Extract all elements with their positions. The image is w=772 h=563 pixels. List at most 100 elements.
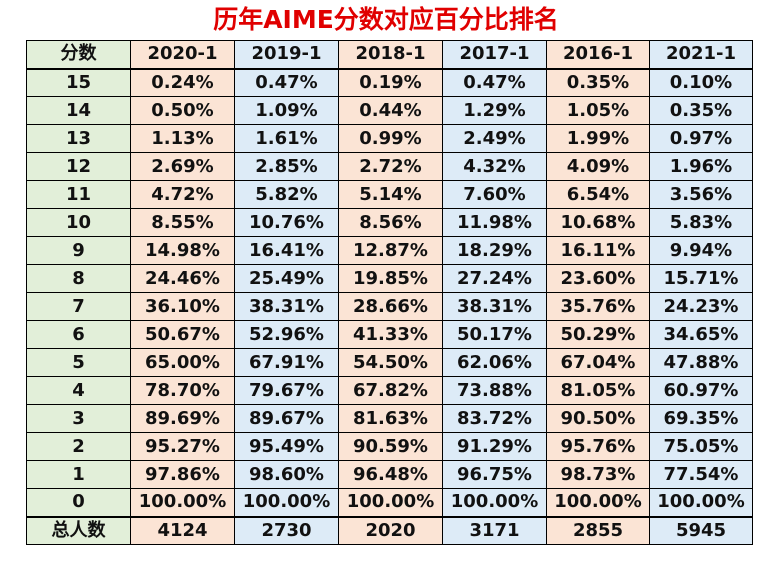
- percentile-cell: 2.49%: [442, 124, 547, 153]
- score-cell: 0: [26, 488, 131, 517]
- percentile-cell: 41.33%: [338, 320, 443, 349]
- percentile-cell: 24.23%: [649, 292, 753, 321]
- percentile-cell: 16.41%: [234, 236, 339, 265]
- score-cell: 8: [26, 264, 131, 293]
- percentile-cell: 0.50%: [130, 96, 235, 125]
- total-count-cell: 3171: [442, 515, 547, 545]
- percentile-cell: 0.47%: [442, 68, 547, 97]
- percentile-cell: 50.17%: [442, 320, 547, 349]
- percentile-cell: 15.71%: [649, 264, 753, 293]
- table-row: 6 50.67% 52.96% 41.33% 50.17% 50.29% 34.65%: [26, 320, 753, 349]
- percentile-cell: 67.04%: [546, 348, 650, 377]
- percentile-cell: 1.05%: [546, 96, 650, 125]
- table-row: 0 100.00% 100.00% 100.00% 100.00% 100.00% 100.…: [26, 488, 753, 517]
- percentile-cell: 36.10%: [130, 292, 235, 321]
- total-label: 总人数: [26, 515, 131, 545]
- year-column-header: 2016-1: [546, 40, 650, 70]
- percentile-cell: 1.29%: [442, 96, 547, 125]
- header-row: 分数 2020-1 2019-1 2018-1 2017-1 2016-1 2021-1: [26, 40, 753, 70]
- percentile-cell: 2.72%: [338, 152, 443, 181]
- percentile-cell: 18.29%: [442, 236, 547, 265]
- percentile-cell: 4.32%: [442, 152, 547, 181]
- total-count-cell: 2855: [546, 515, 650, 545]
- percentile-cell: 100.00%: [546, 488, 650, 517]
- percentile-cell: 52.96%: [234, 320, 339, 349]
- percentile-cell: 0.19%: [338, 68, 443, 97]
- percentile-cell: 1.13%: [130, 124, 235, 153]
- table-row: 9 14.98% 16.41% 12.87% 18.29% 16.11% 9.94%: [26, 236, 753, 265]
- percentile-cell: 7.60%: [442, 180, 547, 209]
- table-row: 3 89.69% 89.67% 81.63% 83.72% 90.50% 69.35%: [26, 404, 753, 433]
- percentile-cell: 73.88%: [442, 376, 547, 405]
- percentile-cell: 14.98%: [130, 236, 235, 265]
- percentile-cell: 100.00%: [649, 488, 753, 517]
- percentile-cell: 16.11%: [546, 236, 650, 265]
- percentile-table: 分数 2020-1 2019-1 2018-1 2017-1 2016-1 2021-1 15…: [26, 40, 753, 545]
- percentile-cell: 98.60%: [234, 460, 339, 489]
- percentile-cell: 0.35%: [649, 96, 753, 125]
- table-row: 10 8.55% 10.76% 8.56% 11.98% 10.68% 5.83%: [26, 208, 753, 237]
- percentile-cell: 27.24%: [442, 264, 547, 293]
- percentile-cell: 47.88%: [649, 348, 753, 377]
- percentile-cell: 19.85%: [338, 264, 443, 293]
- percentile-cell: 90.59%: [338, 432, 443, 461]
- score-cell: 5: [26, 348, 131, 377]
- percentile-cell: 8.55%: [130, 208, 235, 237]
- percentile-cell: 28.66%: [338, 292, 443, 321]
- score-cell: 4: [26, 376, 131, 405]
- score-cell: 15: [26, 68, 131, 97]
- percentile-cell: 62.06%: [442, 348, 547, 377]
- percentile-cell: 81.05%: [546, 376, 650, 405]
- percentile-cell: 98.73%: [546, 460, 650, 489]
- table-row: 5 65.00% 67.91% 54.50% 62.06% 67.04% 47.88%: [26, 348, 753, 377]
- percentile-cell: 78.70%: [130, 376, 235, 405]
- percentile-cell: 54.50%: [338, 348, 443, 377]
- total-count-cell: 2730: [234, 515, 339, 545]
- percentile-cell: 0.44%: [338, 96, 443, 125]
- percentile-cell: 81.63%: [338, 404, 443, 433]
- score-cell: 2: [26, 432, 131, 461]
- percentile-cell: 0.24%: [130, 68, 235, 97]
- percentile-cell: 1.99%: [546, 124, 650, 153]
- percentile-cell: 95.49%: [234, 432, 339, 461]
- table-row: 4 78.70% 79.67% 67.82% 73.88% 81.05% 60.97%: [26, 376, 753, 405]
- percentile-cell: 1.61%: [234, 124, 339, 153]
- score-column-header: 分数: [26, 40, 131, 70]
- percentile-cell: 35.76%: [546, 292, 650, 321]
- table-row: 11 4.72% 5.82% 5.14% 7.60% 6.54% 3.56%: [26, 180, 753, 209]
- score-cell: 14: [26, 96, 131, 125]
- score-cell: 1: [26, 460, 131, 489]
- table-row: 7 36.10% 38.31% 28.66% 38.31% 35.76% 24.23%: [26, 292, 753, 321]
- percentile-cell: 95.27%: [130, 432, 235, 461]
- table-row: 12 2.69% 2.85% 2.72% 4.32% 4.09% 1.96%: [26, 152, 753, 181]
- percentile-cell: 75.05%: [649, 432, 753, 461]
- table-row: 13 1.13% 1.61% 0.99% 2.49% 1.99% 0.97%: [26, 124, 753, 153]
- percentile-cell: 25.49%: [234, 264, 339, 293]
- percentile-cell: 67.91%: [234, 348, 339, 377]
- percentile-cell: 60.97%: [649, 376, 753, 405]
- table-row: 8 24.46% 25.49% 19.85% 27.24% 23.60% 15.71%: [26, 264, 753, 293]
- year-column-header: 2020-1: [130, 40, 235, 70]
- percentile-cell: 5.82%: [234, 180, 339, 209]
- percentile-cell: 65.00%: [130, 348, 235, 377]
- total-row: 总人数 4124 2730 2020 3171 2855 5945: [26, 515, 753, 545]
- total-count-cell: 5945: [649, 515, 753, 545]
- percentile-cell: 0.35%: [546, 68, 650, 97]
- score-cell: 9: [26, 236, 131, 265]
- percentile-cell: 91.29%: [442, 432, 547, 461]
- percentile-cell: 0.97%: [649, 124, 753, 153]
- percentile-cell: 5.83%: [649, 208, 753, 237]
- percentile-cell: 100.00%: [130, 488, 235, 517]
- percentile-cell: 3.56%: [649, 180, 753, 209]
- table-row: 15 0.24% 0.47% 0.19% 0.47% 0.35% 0.10%: [26, 68, 753, 97]
- year-column-header: 2019-1: [234, 40, 339, 70]
- table-row: 2 95.27% 95.49% 90.59% 91.29% 95.76% 75.05%: [26, 432, 753, 461]
- score-cell: 7: [26, 292, 131, 321]
- score-cell: 10: [26, 208, 131, 237]
- percentile-cell: 89.69%: [130, 404, 235, 433]
- percentile-cell: 1.96%: [649, 152, 753, 181]
- percentile-cell: 1.09%: [234, 96, 339, 125]
- page-title: 历年AIME分数对应百分比排名: [213, 5, 559, 34]
- percentile-cell: 23.60%: [546, 264, 650, 293]
- percentile-cell: 50.29%: [546, 320, 650, 349]
